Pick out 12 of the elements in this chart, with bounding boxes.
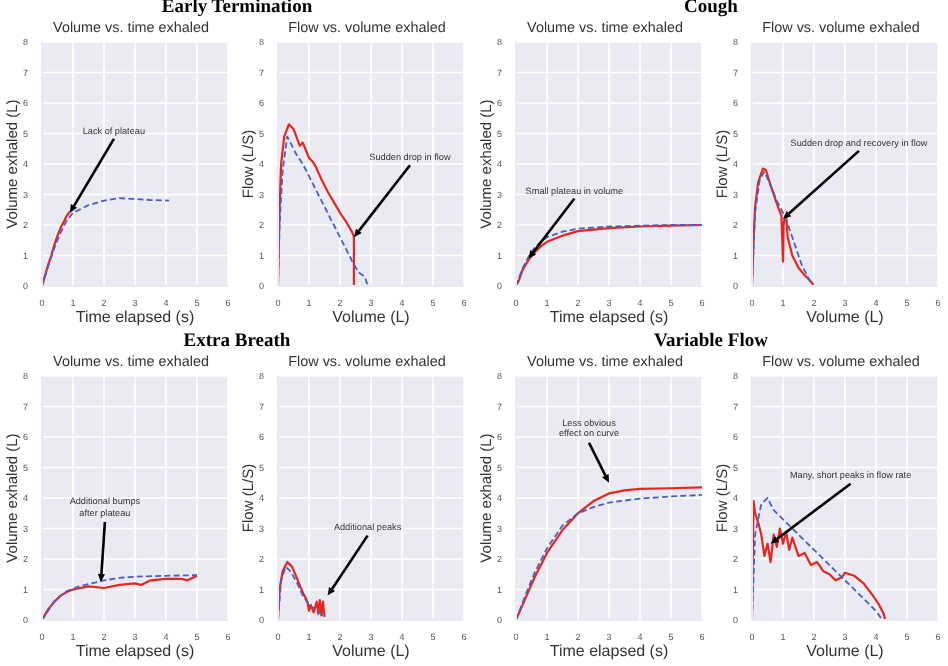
chart-title: Extra Breath [181, 331, 293, 351]
x-axis-title: Volume (L) [332, 308, 411, 326]
line-series [278, 135, 369, 286]
x-axis-title: Time elapsed (s) [549, 308, 669, 326]
x-axis-title: Time elapsed (s) [75, 308, 195, 326]
x-axis-title: Volume (L) [806, 641, 885, 659]
x-axis-title: Volume (L) [332, 641, 411, 659]
line-series [42, 197, 170, 286]
x-axis-title: Time elapsed (s) [75, 641, 195, 659]
chart-title: Variable Flow [652, 331, 770, 351]
x-axis-title: Volume (L) [806, 308, 885, 326]
x-axis-title: Time elapsed (s) [549, 641, 669, 659]
